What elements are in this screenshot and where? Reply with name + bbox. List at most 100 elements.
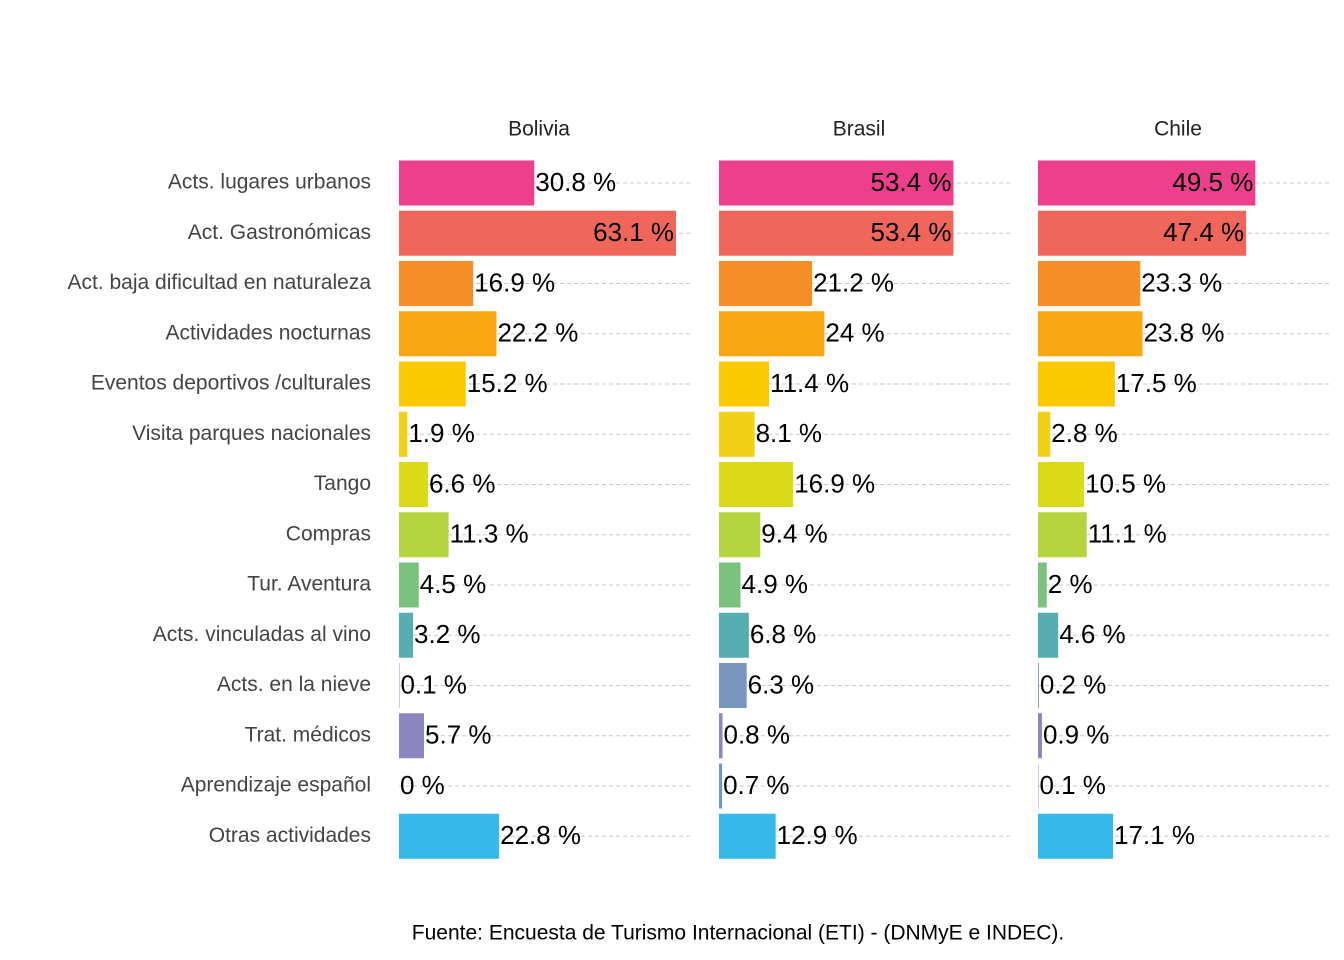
value-label: 17.5 % — [1116, 368, 1197, 398]
bar — [399, 210, 677, 256]
bar — [719, 562, 741, 608]
bar — [719, 361, 770, 407]
facet-title: Bolivia — [508, 118, 570, 141]
bar — [1038, 160, 1256, 206]
bar — [719, 160, 954, 206]
value-label: 11.3 % — [450, 519, 529, 549]
category-label: Tango — [314, 472, 371, 495]
bar — [719, 411, 755, 457]
value-label: 22.2 % — [497, 318, 578, 348]
bar — [1038, 462, 1085, 507]
value-label: 4.9 % — [742, 569, 809, 599]
bar — [1038, 411, 1051, 457]
category-label: Trat. médicos — [245, 723, 371, 746]
bar — [719, 663, 747, 708]
value-label: 15.2 % — [467, 368, 548, 398]
value-label: 49.5 % — [1172, 167, 1253, 197]
bar — [399, 411, 408, 457]
facet-title: Brasil — [833, 118, 886, 141]
bar — [1038, 311, 1143, 357]
category-label: Acts. en la nieve — [217, 673, 371, 696]
category-label: Aprendizaje español — [181, 774, 371, 797]
value-label: 0.9 % — [1043, 720, 1110, 750]
value-label: 6.8 % — [750, 619, 817, 649]
bar — [719, 813, 776, 859]
value-label: 16.9 % — [794, 468, 875, 498]
bar — [399, 160, 535, 206]
value-label: 11.1 % — [1088, 519, 1167, 549]
bar — [1038, 210, 1247, 256]
value-label: 63.1 % — [593, 217, 674, 247]
value-label: 53.4 % — [871, 167, 952, 197]
bar — [719, 462, 794, 507]
value-label: 3.2 % — [414, 619, 481, 649]
value-label: 4.6 % — [1059, 619, 1126, 649]
bar — [719, 763, 723, 809]
bar — [719, 512, 761, 558]
value-label: 4.5 % — [420, 569, 487, 599]
facet-title: Chile — [1154, 118, 1202, 141]
value-label: 1.9 % — [408, 418, 475, 448]
bar — [1038, 562, 1047, 608]
category-label: Compras — [286, 522, 371, 545]
value-label: 21.2 % — [813, 267, 894, 297]
bar — [1038, 663, 1039, 708]
category-label: Tur. Aventura — [247, 573, 371, 596]
value-label: 23.8 % — [1144, 318, 1225, 348]
bar — [399, 713, 425, 759]
bar — [1038, 261, 1141, 306]
bar — [399, 462, 428, 507]
value-label: 2 % — [1048, 569, 1093, 599]
value-label: 5.7 % — [425, 720, 492, 750]
bar — [1038, 713, 1042, 759]
value-label: 6.3 % — [748, 669, 815, 699]
value-label: 0.7 % — [723, 770, 790, 800]
bar — [399, 562, 419, 608]
category-label: Acts. lugares urbanos — [168, 171, 371, 194]
bar — [719, 612, 749, 658]
value-label: 53.4 % — [871, 217, 952, 247]
value-label: 10.5 % — [1085, 468, 1166, 498]
bar — [399, 512, 449, 558]
value-label: 12.9 % — [777, 820, 858, 850]
bar — [719, 311, 825, 357]
value-label: 0.1 % — [400, 669, 467, 699]
bar — [399, 612, 414, 658]
value-label: 8.1 % — [756, 418, 823, 448]
bar — [1038, 612, 1059, 658]
value-label: 0.8 % — [724, 720, 791, 750]
value-label: 30.8 % — [535, 167, 616, 197]
category-label: Act. Gastronómicas — [188, 221, 371, 244]
value-label: 11.4 % — [770, 368, 849, 398]
caption: Fuente: Encuesta de Turismo Internaciona… — [412, 922, 1064, 945]
bar — [399, 261, 474, 306]
bar — [719, 713, 723, 759]
category-label: Acts. vinculadas al vino — [153, 623, 371, 646]
category-label: Act. baja dificultad en naturaleza — [67, 271, 371, 294]
value-label: 47.4 % — [1163, 217, 1244, 247]
value-label: 0.2 % — [1040, 669, 1107, 699]
value-label: 17.1 % — [1114, 820, 1195, 850]
bar — [719, 261, 813, 306]
value-label: 2.8 % — [1051, 418, 1118, 448]
value-label: 6.6 % — [429, 468, 496, 498]
bar — [399, 361, 466, 407]
value-label: 16.9 % — [474, 267, 555, 297]
bar — [1038, 512, 1087, 558]
value-label: 0 % — [400, 770, 445, 800]
value-label: 23.3 % — [1141, 267, 1222, 297]
category-label: Actividades nocturnas — [166, 321, 371, 344]
bar — [399, 813, 500, 859]
value-label: 24 % — [825, 318, 884, 348]
bar — [399, 311, 497, 357]
category-label: Otras actividades — [209, 824, 371, 847]
category-label: Eventos deportivos /culturales — [91, 372, 371, 395]
value-label: 0.1 % — [1039, 770, 1106, 800]
bar — [1038, 361, 1115, 407]
bar — [719, 210, 954, 256]
value-label: 9.4 % — [761, 519, 828, 549]
value-label: 22.8 % — [500, 820, 581, 850]
bar — [1038, 813, 1114, 859]
category-label: Visita parques nacionales — [132, 422, 371, 445]
